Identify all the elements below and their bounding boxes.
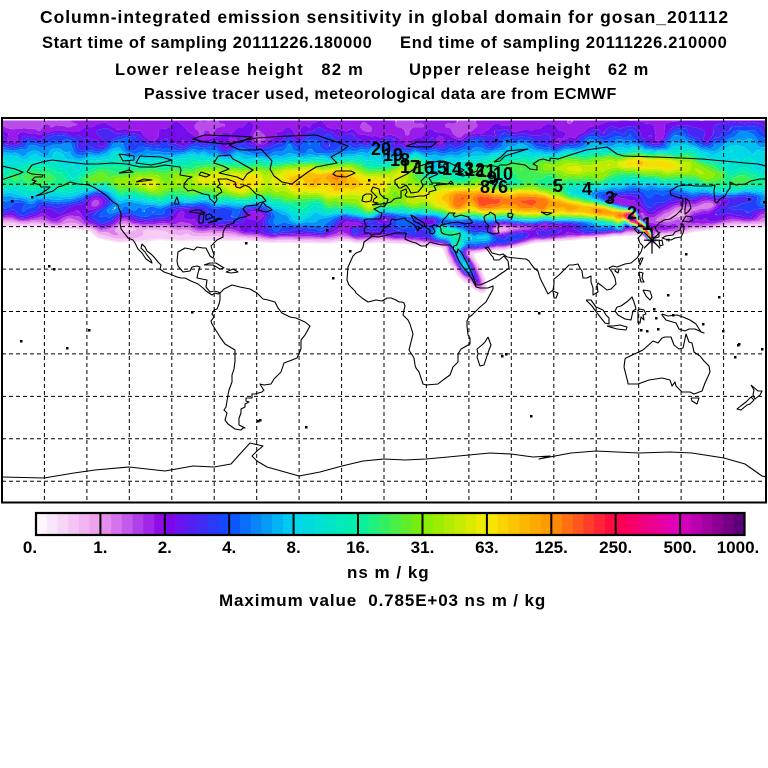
svg-text:500.: 500.: [664, 538, 697, 557]
svg-text:63.: 63.: [475, 538, 499, 557]
svg-text:1.: 1.: [93, 538, 107, 557]
svg-text:2.: 2.: [158, 538, 172, 557]
svg-text:4.: 4.: [222, 538, 236, 557]
svg-text:16.: 16.: [346, 538, 370, 557]
svg-text:20: 20: [371, 139, 391, 159]
svg-text:1000.: 1000.: [717, 538, 760, 557]
svg-text:19: 19: [383, 145, 403, 165]
svg-text:15: 15: [427, 158, 447, 178]
svg-text:9: 9: [487, 168, 497, 188]
svg-text:11: 11: [476, 161, 495, 181]
svg-text:18: 18: [390, 150, 410, 170]
svg-text:0.: 0.: [23, 538, 37, 557]
svg-text:5: 5: [553, 176, 563, 196]
svg-text:12: 12: [465, 160, 485, 180]
svg-text:1: 1: [642, 214, 652, 234]
svg-text:2: 2: [627, 203, 637, 223]
svg-text:7: 7: [489, 177, 499, 197]
svg-text:13: 13: [454, 159, 474, 179]
svg-text:8: 8: [480, 177, 490, 197]
svg-text:31.: 31.: [411, 538, 435, 557]
svg-text:10: 10: [493, 164, 513, 184]
svg-text:250.: 250.: [599, 538, 632, 557]
svg-text:4: 4: [582, 179, 592, 199]
svg-text:17: 17: [400, 157, 420, 177]
svg-text:16: 16: [414, 158, 434, 178]
svg-text:125.: 125.: [535, 538, 568, 557]
svg-text:14: 14: [442, 159, 462, 179]
svg-text:3: 3: [605, 188, 615, 208]
svg-text:8.: 8.: [287, 538, 301, 557]
svg-text:6: 6: [498, 177, 508, 197]
